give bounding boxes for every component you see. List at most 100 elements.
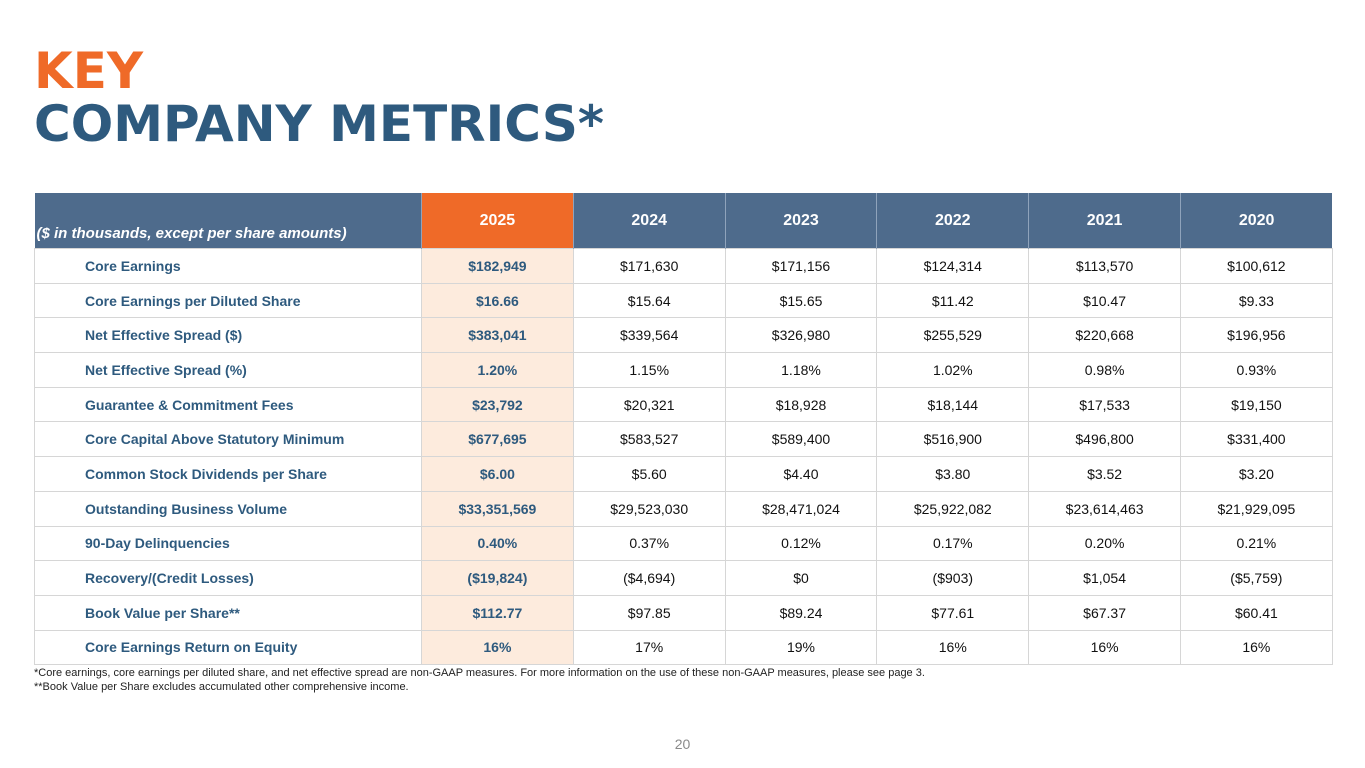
metric-value-2021: 0.98% [1028, 352, 1181, 388]
metric-value-2023: 1.18% [724, 352, 878, 388]
table-row: Common Stock Dividends per Share $6.00 $5.… [34, 456, 1333, 492]
page-number: 20 [674, 736, 691, 752]
metric-value-2021: $113,570 [1028, 248, 1181, 284]
metric-value-2024: $583,527 [572, 421, 726, 458]
metric-value-2023: 0.12% [724, 525, 878, 562]
header-row: ($ in thousands, except per share amount… [34, 193, 1333, 249]
metric-value-2021: $496,800 [1028, 421, 1181, 458]
metrics-table-body: Core Earnings $182,949 $171,630 $171,156 $12… [34, 248, 1333, 666]
metric-label: Core Earnings Return on Equity [34, 629, 422, 666]
metric-value-2022: $3.80 [876, 456, 1030, 492]
metric-value-2024: 1.15% [572, 352, 726, 388]
footnotes: *Core earnings, core earnings per dilute… [34, 666, 925, 694]
metric-value-2022: 16% [876, 629, 1030, 666]
metric-value-2021: $220,668 [1028, 317, 1181, 354]
metric-value-2021: $17,533 [1028, 386, 1181, 423]
footnote-book-value: **Book Value per Share excludes accumula… [34, 681, 409, 693]
year-header-2021: 2021 [1028, 193, 1181, 249]
metric-value-2023: $0 [724, 560, 878, 596]
page-title: KEY COMPANY METRICS* [34, 44, 604, 152]
metric-value-2023: $171,156 [724, 248, 878, 284]
metric-value-2020: 0.93% [1179, 352, 1333, 388]
metric-value-2024: 0.37% [572, 525, 726, 562]
table-row: Net Effective Spread ($) $383,041 $339,564… [34, 317, 1333, 354]
table-row: Net Effective Spread (%) 1.20% 1.15% 1.18% 1… [34, 352, 1333, 388]
metric-value-2024: $29,523,030 [572, 490, 726, 527]
footnote-non-gaap: *Core earnings, core earnings per dilute… [34, 667, 925, 679]
metric-value-2022: 1.02% [876, 352, 1030, 388]
metric-value-2024: $97.85 [572, 594, 726, 631]
metric-value-2020: $19,150 [1179, 386, 1333, 423]
metric-value-2022: $124,314 [876, 248, 1030, 284]
metric-label: Common Stock Dividends per Share [34, 456, 422, 492]
metric-value-2025: $33,351,569 [421, 490, 574, 527]
table-row: Guarantee & Commitment Fees $23,792 $20,32… [34, 386, 1333, 423]
metric-value-2024: $5.60 [572, 456, 726, 492]
metric-value-2025: $677,695 [421, 421, 574, 458]
metric-value-2025: $383,041 [421, 317, 574, 354]
year-header-2020: 2020 [1180, 193, 1333, 249]
metric-value-2021: $23,614,463 [1028, 490, 1181, 527]
metric-value-2020: $196,956 [1179, 317, 1333, 354]
metric-value-2020: ($5,759) [1179, 560, 1333, 596]
metrics-table: ($ in thousands, except per share amount… [34, 193, 1333, 666]
metric-label: Core Capital Above Statutory Minimum [34, 421, 422, 458]
year-header-2025: 2025 [421, 193, 574, 249]
metric-value-2024: $339,564 [572, 317, 726, 354]
page-title-line1: KEY [34, 42, 144, 100]
metric-value-2024: 17% [572, 629, 726, 666]
metric-value-2020: $331,400 [1179, 421, 1333, 458]
metric-value-2021: $1,054 [1028, 560, 1181, 596]
metric-value-2023: $18,928 [724, 386, 878, 423]
metric-value-2025: $112.77 [421, 594, 574, 631]
metric-value-2025: $16.66 [421, 282, 574, 319]
table-row: Core Capital Above Statutory Minimum $677… [34, 421, 1333, 458]
metric-value-2023: 19% [724, 629, 878, 666]
metric-label: 90-Day Delinquencies [34, 525, 422, 562]
units-note: ($ in thousands, except per share amount… [34, 193, 422, 249]
metric-value-2022: $25,922,082 [876, 490, 1030, 527]
metric-value-2022: $11.42 [876, 282, 1030, 319]
metric-value-2021: 0.20% [1028, 525, 1181, 562]
metric-value-2025: $182,949 [421, 248, 574, 284]
metric-label: Outstanding Business Volume [34, 490, 422, 527]
metric-label: Guarantee & Commitment Fees [34, 386, 422, 423]
metrics-table-header: ($ in thousands, except per share amount… [34, 193, 1333, 249]
metric-value-2023: $28,471,024 [724, 490, 878, 527]
metric-label: Net Effective Spread (%) [34, 352, 422, 388]
metric-value-2020: 16% [1179, 629, 1333, 666]
metric-label: Recovery/(Credit Losses) [34, 560, 422, 596]
metric-label: Core Earnings per Diluted Share [34, 282, 422, 319]
metric-label: Core Earnings [34, 248, 422, 284]
year-header-2022: 2022 [876, 193, 1030, 249]
metric-value-2022: $77.61 [876, 594, 1030, 631]
metric-value-2025: $6.00 [421, 456, 574, 492]
table-row: Core Earnings per Diluted Share $16.66 $15… [34, 282, 1333, 319]
metric-value-2022: $255,529 [876, 317, 1030, 354]
metric-value-2023: $89.24 [724, 594, 878, 631]
metric-value-2025: ($19,824) [421, 560, 574, 596]
table-row: Core Earnings $182,949 $171,630 $171,156 $12… [34, 248, 1333, 284]
table-row: Book Value per Share** $112.77 $97.85 $89.2… [34, 594, 1333, 631]
metric-value-2023: $4.40 [724, 456, 878, 492]
metric-value-2025: 16% [421, 629, 574, 666]
metric-value-2021: $3.52 [1028, 456, 1181, 492]
table-row: Outstanding Business Volume $33,351,569 $2… [34, 490, 1333, 527]
metric-value-2025: 0.40% [421, 525, 574, 562]
table-row: 90-Day Delinquencies 0.40% 0.37% 0.12% 0.17%… [34, 525, 1333, 562]
metric-value-2023: $589,400 [724, 421, 878, 458]
metric-value-2023: $15.65 [724, 282, 878, 319]
metric-value-2025: 1.20% [421, 352, 574, 388]
metric-value-2022: ($903) [876, 560, 1030, 596]
metric-value-2020: $3.20 [1179, 456, 1333, 492]
table-row: Core Earnings Return on Equity 16% 17% 19% 1… [34, 629, 1333, 666]
metric-value-2025: $23,792 [421, 386, 574, 423]
metric-label: Net Effective Spread ($) [34, 317, 422, 354]
metric-value-2022: $516,900 [876, 421, 1030, 458]
metric-value-2020: 0.21% [1179, 525, 1333, 562]
metric-value-2021: $10.47 [1028, 282, 1181, 319]
metric-value-2022: $18,144 [876, 386, 1030, 423]
metric-value-2020: $60.41 [1179, 594, 1333, 631]
metric-value-2020: $9.33 [1179, 282, 1333, 319]
table-row: Recovery/(Credit Losses) ($19,824) ($4,694… [34, 560, 1333, 596]
